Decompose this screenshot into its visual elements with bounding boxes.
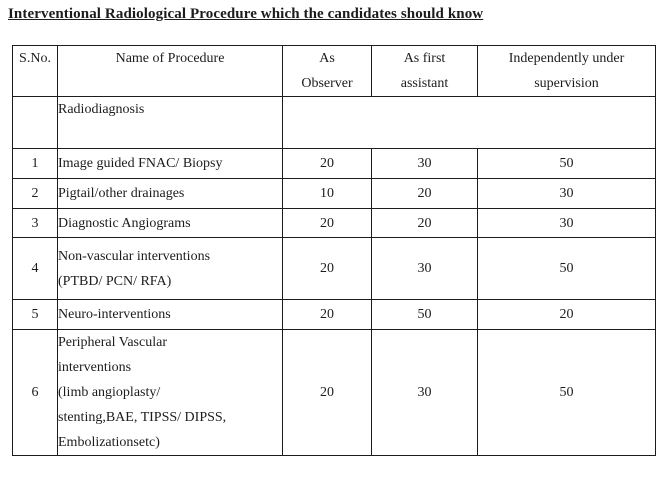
cell-independent-count: 30 (477, 178, 656, 209)
cell-sno: 5 (12, 299, 58, 330)
table-row: 3 Diagnostic Angiograms 20 20 30 (12, 208, 656, 238)
cell-independent-count: 50 (477, 237, 656, 300)
cell-sno: 3 (12, 208, 58, 238)
cell-section-title: Radiodiagnosis (57, 96, 283, 149)
cell-sno (12, 96, 58, 149)
cell-procedure-name: Pigtail/other drainages (57, 178, 283, 209)
cell-sno: 2 (12, 178, 58, 209)
table-row: 6 Peripheral Vascular interventions (lim… (12, 329, 656, 456)
table-row: 5 Neuro-interventions 20 50 20 (12, 299, 656, 330)
table-header-row: S.No. Name of Procedure As Observer As f… (12, 45, 656, 97)
column-header-procedure-name: Name of Procedure (57, 45, 283, 97)
column-header-as-first-assistant: As first assistant (371, 45, 478, 97)
cell-procedure-name: Diagnostic Angiograms (57, 208, 283, 238)
page-title: Interventional Radiological Procedure wh… (8, 6, 484, 22)
column-header-as-observer: As Observer (282, 45, 372, 97)
cell-assistant-count: 30 (371, 148, 478, 179)
cell-independent-count: 20 (477, 299, 656, 330)
cell-observer-count: 20 (282, 329, 372, 456)
cell-observer-count: 20 (282, 208, 372, 238)
cell-independent-count: 30 (477, 208, 656, 238)
cell-independent-count: 50 (477, 148, 656, 179)
cell-sno: 1 (12, 148, 58, 179)
cell-observer-count: 20 (282, 299, 372, 330)
procedures-table: S.No. Name of Procedure As Observer As f… (12, 45, 656, 456)
cell-assistant-count: 20 (371, 178, 478, 209)
cell-merged-empty (282, 96, 656, 149)
cell-procedure-name: Image guided FNAC/ Biopsy (57, 148, 283, 179)
cell-observer-count: 10 (282, 178, 372, 209)
cell-sno: 4 (12, 237, 58, 300)
column-header-independently-under-supervision: Independently under supervision (477, 45, 656, 97)
cell-observer-count: 20 (282, 237, 372, 300)
cell-procedure-name: Non-vascular interventions (PTBD/ PCN/ R… (57, 237, 283, 300)
cell-procedure-name: Neuro-interventions (57, 299, 283, 330)
section-row-radiodiagnosis: Radiodiagnosis (12, 96, 656, 149)
cell-assistant-count: 20 (371, 208, 478, 238)
cell-assistant-count: 30 (371, 237, 478, 300)
cell-observer-count: 20 (282, 148, 372, 179)
table-row: 4 Non-vascular interventions (PTBD/ PCN/… (12, 237, 656, 300)
cell-assistant-count: 30 (371, 329, 478, 456)
table-row: 1 Image guided FNAC/ Biopsy 20 30 50 (12, 148, 656, 179)
column-header-sno: S.No. (12, 45, 58, 97)
cell-independent-count: 50 (477, 329, 656, 456)
cell-assistant-count: 50 (371, 299, 478, 330)
cell-procedure-name: Peripheral Vascular interventions (limb … (57, 329, 283, 456)
cell-sno: 6 (12, 329, 58, 456)
table-row: 2 Pigtail/other drainages 10 20 30 (12, 178, 656, 209)
